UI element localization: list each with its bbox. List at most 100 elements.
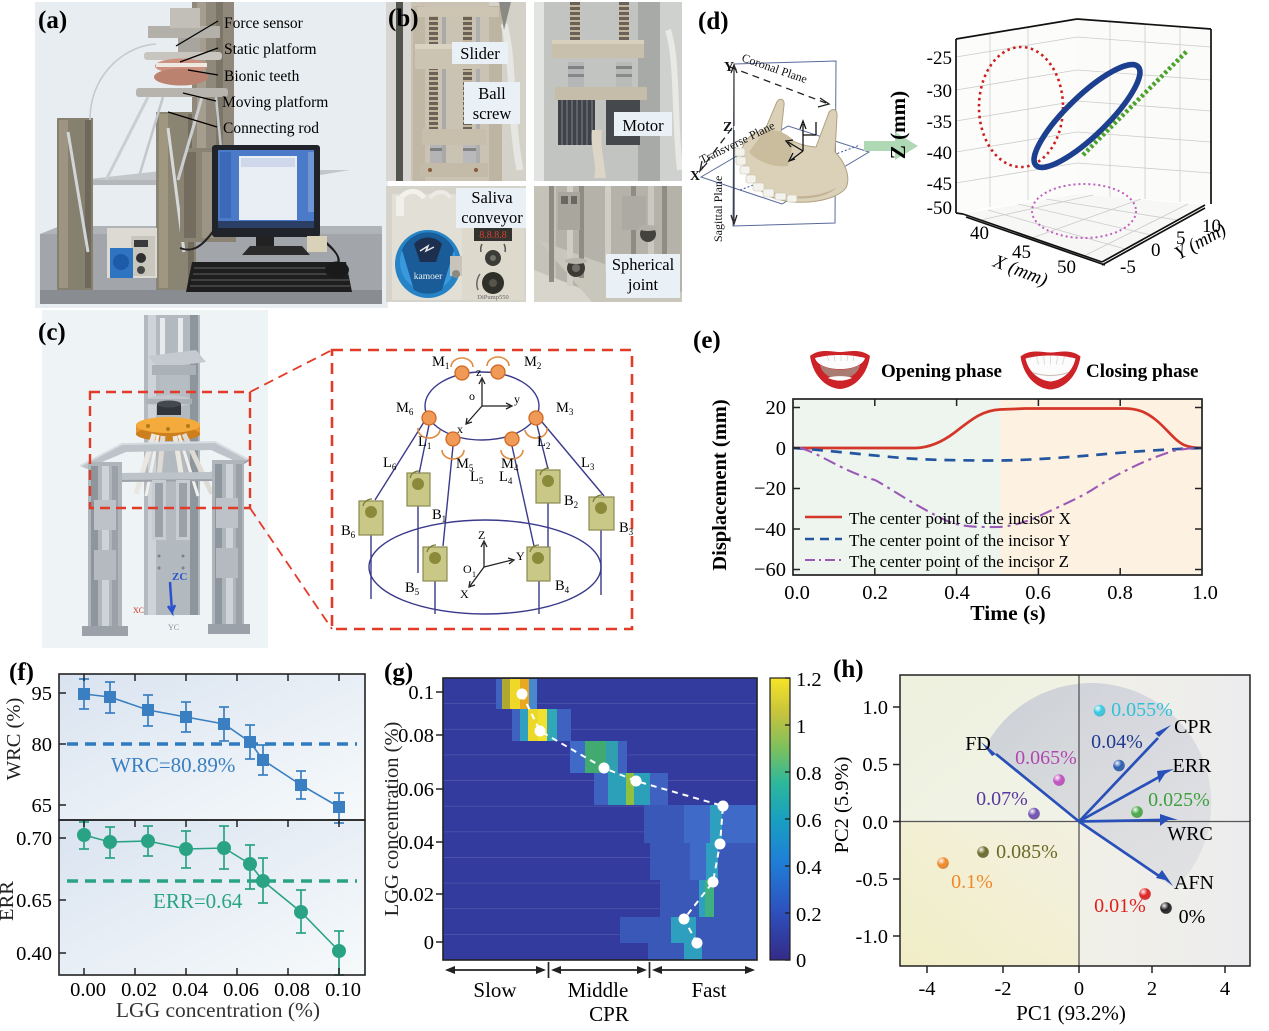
svg-text:M2: M2 <box>524 354 541 371</box>
svg-text:4: 4 <box>1220 978 1230 1000</box>
svg-text:Bionic teeth: Bionic teeth <box>224 68 300 85</box>
svg-text:0.02: 0.02 <box>121 979 157 1001</box>
svg-text:0%: 0% <box>1179 906 1206 928</box>
svg-text:-25: -25 <box>927 48 952 69</box>
svg-text:95: 95 <box>32 683 53 705</box>
svg-text:8.8.8.8: 8.8.8.8 <box>479 230 507 241</box>
svg-text:Saliva: Saliva <box>471 188 513 207</box>
svg-text:0.5: 0.5 <box>862 754 888 776</box>
svg-text:−60: −60 <box>754 559 786 581</box>
svg-text:0.4: 0.4 <box>944 582 970 604</box>
svg-text:0.1%: 0.1% <box>951 871 993 893</box>
svg-text:1.0: 1.0 <box>1192 582 1218 604</box>
svg-text:LGG concentration (%): LGG concentration (%) <box>384 722 403 917</box>
svg-text:Moving platform: Moving platform <box>222 94 328 111</box>
svg-text:0.04%: 0.04% <box>1091 731 1143 753</box>
svg-text:L6: L6 <box>383 455 397 472</box>
svg-text:Y: Y <box>516 549 525 563</box>
svg-text:Force sensor: Force sensor <box>224 15 304 32</box>
svg-text:5: 5 <box>1176 228 1186 249</box>
svg-text:Spherical: Spherical <box>612 255 675 274</box>
svg-text:−40: −40 <box>754 519 786 541</box>
svg-text:ERR: ERR <box>1173 755 1213 777</box>
svg-text:80: 80 <box>32 734 53 756</box>
svg-text:0.06: 0.06 <box>223 979 259 1001</box>
svg-text:0.65: 0.65 <box>16 890 52 912</box>
svg-text:0: 0 <box>1151 240 1161 261</box>
svg-text:(a): (a) <box>38 7 67 34</box>
svg-text:B4: B4 <box>555 578 570 595</box>
svg-text:0.04: 0.04 <box>398 832 434 854</box>
svg-text:0.08: 0.08 <box>274 979 310 1001</box>
svg-text:0.6: 0.6 <box>796 810 822 832</box>
svg-text:X: X <box>460 587 469 601</box>
svg-text:Slider: Slider <box>460 44 500 63</box>
svg-text:The center point of the inciso: The center point of the incisor Z <box>849 552 1069 571</box>
svg-text:ERR=0.64: ERR=0.64 <box>153 889 243 913</box>
svg-text:0: 0 <box>796 950 806 972</box>
svg-text:Coronal Plane: Coronal Plane <box>740 51 809 86</box>
svg-text:CPR: CPR <box>1174 716 1212 738</box>
svg-text:-40: -40 <box>927 143 952 164</box>
svg-text:(f): (f) <box>9 659 34 686</box>
svg-text:0.01%: 0.01% <box>1094 895 1146 917</box>
svg-text:WRC: WRC <box>1167 823 1213 845</box>
svg-text:-1.0: -1.0 <box>856 926 888 948</box>
svg-text:WRC=80.89%: WRC=80.89% <box>111 753 235 777</box>
svg-text:conveyor: conveyor <box>461 208 523 227</box>
svg-text:WRC (%): WRC (%) <box>3 698 25 781</box>
svg-text:(g): (g) <box>384 659 413 686</box>
svg-text:Y: Y <box>724 60 734 75</box>
svg-text:B2: B2 <box>564 493 578 510</box>
svg-text:Connecting rod: Connecting rod <box>223 120 319 137</box>
svg-text:(c): (c) <box>38 319 66 346</box>
svg-text:−20: −20 <box>754 478 786 500</box>
svg-text:45: 45 <box>1012 242 1031 263</box>
svg-text:joint: joint <box>627 275 659 294</box>
svg-text:x: x <box>457 422 463 436</box>
svg-text:Slow: Slow <box>473 978 517 1002</box>
svg-text:0.065%: 0.065% <box>1015 747 1077 769</box>
svg-text:-4: -4 <box>918 978 935 1000</box>
svg-text:0.2: 0.2 <box>862 582 888 604</box>
svg-text:0.10: 0.10 <box>325 979 361 1001</box>
svg-text:PC2 (5.9%): PC2 (5.9%) <box>831 757 853 854</box>
svg-text:-2: -2 <box>994 978 1011 1000</box>
svg-text:Closing phase: Closing phase <box>1086 361 1198 382</box>
svg-text:-5: -5 <box>1120 257 1136 278</box>
svg-text:-35: -35 <box>927 112 952 133</box>
svg-text:Opening phase: Opening phase <box>881 361 1002 382</box>
svg-text:Ball: Ball <box>478 84 506 103</box>
svg-text:0.085%: 0.085% <box>996 841 1058 863</box>
svg-text:Y (mm): Y (mm) <box>1171 219 1230 264</box>
svg-text:L3: L3 <box>581 455 595 472</box>
svg-text:z: z <box>476 365 481 379</box>
svg-text:0.0: 0.0 <box>784 582 810 604</box>
svg-text:(d): (d) <box>698 8 729 35</box>
svg-text:Displacement (mm): Displacement (mm) <box>709 399 731 570</box>
svg-text:ERR: ERR <box>0 881 18 921</box>
svg-text:XC: XC <box>133 606 144 615</box>
svg-text:0.8: 0.8 <box>1107 582 1133 604</box>
svg-text:DiPump550: DiPump550 <box>477 294 508 301</box>
svg-text:50: 50 <box>1057 257 1076 278</box>
svg-text:0: 0 <box>424 932 434 954</box>
svg-text:YC: YC <box>168 623 179 632</box>
svg-text:1.2: 1.2 <box>796 669 822 691</box>
svg-text:0: 0 <box>1074 978 1084 1000</box>
svg-text:(e): (e) <box>693 327 721 354</box>
svg-text:0.8: 0.8 <box>796 763 822 785</box>
svg-text:O: O <box>463 562 472 576</box>
svg-text:Z (mm): Z (mm) <box>886 91 910 159</box>
svg-text:Z: Z <box>478 528 485 542</box>
svg-text:L5: L5 <box>470 469 484 486</box>
svg-text:0.40: 0.40 <box>16 943 52 965</box>
svg-text:1.0: 1.0 <box>862 697 888 719</box>
svg-text:Z: Z <box>723 120 732 135</box>
svg-text:0.07%: 0.07% <box>976 788 1028 810</box>
svg-text:0.06: 0.06 <box>398 779 434 801</box>
svg-text:Motor: Motor <box>622 116 664 135</box>
svg-text:-0.5: -0.5 <box>856 869 888 891</box>
svg-text:-30: -30 <box>927 81 952 102</box>
svg-text:0.1: 0.1 <box>408 682 434 704</box>
